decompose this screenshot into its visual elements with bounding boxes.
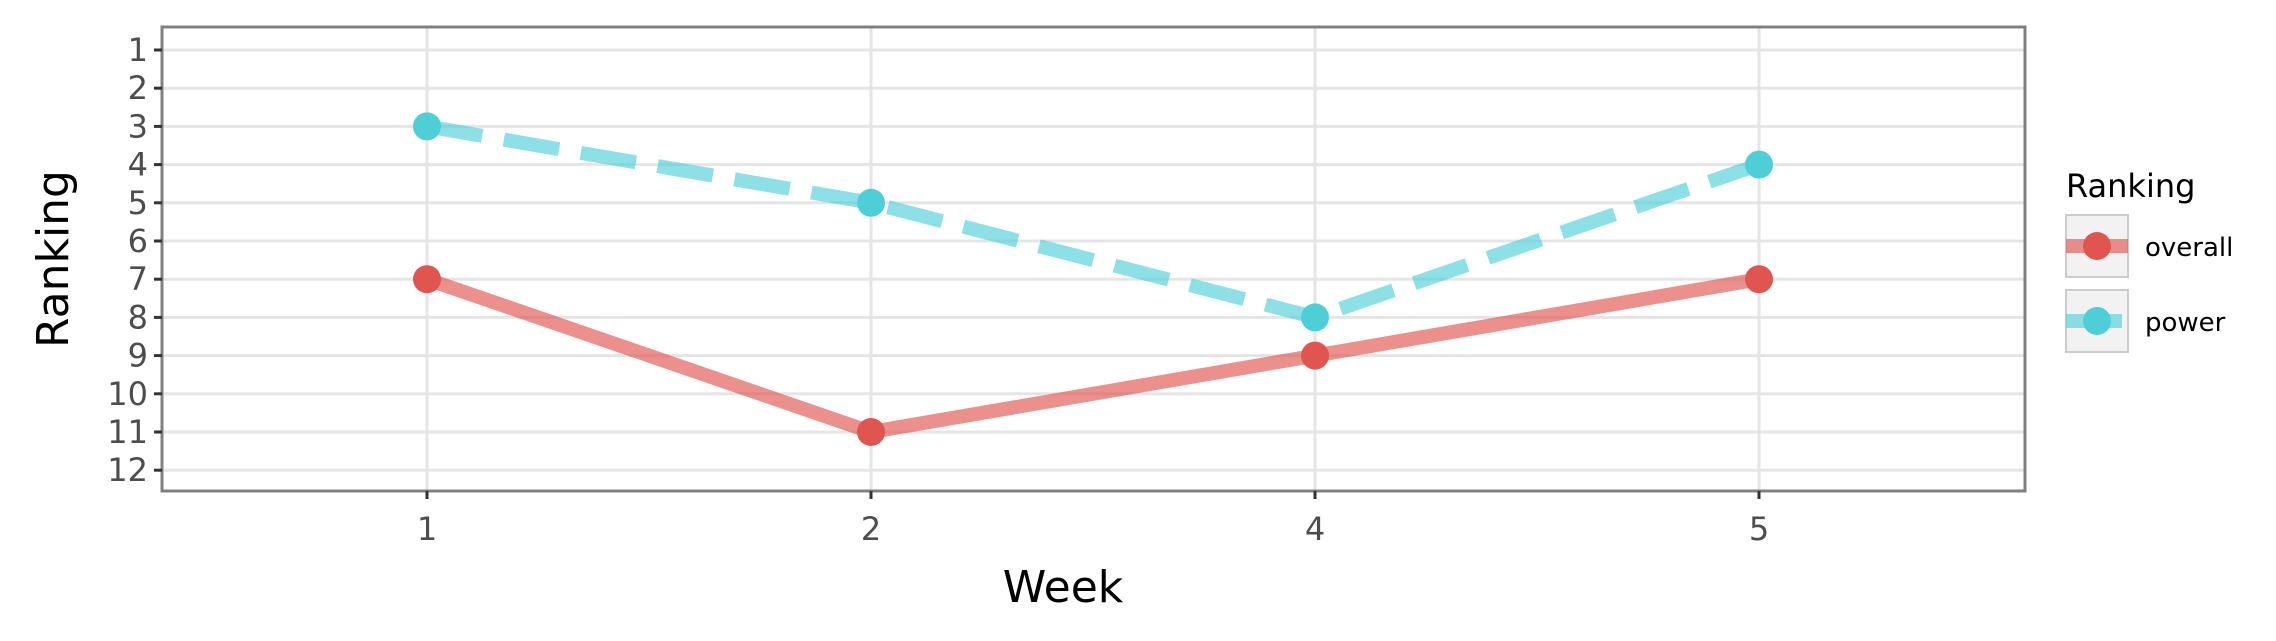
data-point-power	[857, 188, 885, 217]
x-tick-label: 1	[417, 510, 437, 548]
data-point-power	[1745, 150, 1773, 179]
data-point-overall	[1745, 265, 1773, 294]
series-line-overall	[424, 272, 1761, 439]
legend-title: Ranking	[2066, 167, 2195, 205]
series-line-power	[425, 119, 1762, 325]
y-tick-label: 1	[128, 31, 148, 69]
y-tick-label: 2	[128, 69, 148, 107]
y-tick-label: 12	[107, 451, 148, 489]
y-tick-label: 9	[128, 337, 148, 375]
legend-key-point-overall	[2083, 232, 2111, 260]
plot-panel-border	[160, 25, 2027, 493]
x-tick-label: 5	[1749, 510, 1769, 548]
y-tick-label: 5	[128, 184, 148, 222]
y-tick-label: 4	[128, 146, 148, 184]
y-tick-label: 11	[107, 413, 148, 451]
series-layer	[413, 112, 1773, 446]
legend-label-power: power	[2145, 308, 2226, 338]
y-axis-title: Ranking	[28, 170, 79, 348]
x-tick-label: 4	[1305, 510, 1325, 548]
data-point-overall	[1301, 341, 1329, 370]
x-axis-title: Week	[1003, 562, 1124, 613]
data-point-power	[1301, 303, 1329, 332]
legend: Ranking overall power	[2065, 167, 2233, 353]
y-tick-label: 6	[128, 222, 148, 260]
data-point-power	[413, 112, 441, 141]
legend-key-point-power	[2083, 307, 2111, 335]
data-point-overall	[413, 265, 441, 294]
y-tick-label: 3	[128, 107, 148, 145]
data-point-overall	[857, 418, 885, 446]
y-tick-label: 8	[128, 298, 148, 336]
x-tick-label: 2	[861, 510, 881, 548]
y-tick-label: 7	[128, 260, 148, 298]
legend-label-overall: overall	[2145, 233, 2233, 263]
y-tick-label: 10	[107, 375, 148, 413]
grid-layer	[162, 27, 2025, 491]
